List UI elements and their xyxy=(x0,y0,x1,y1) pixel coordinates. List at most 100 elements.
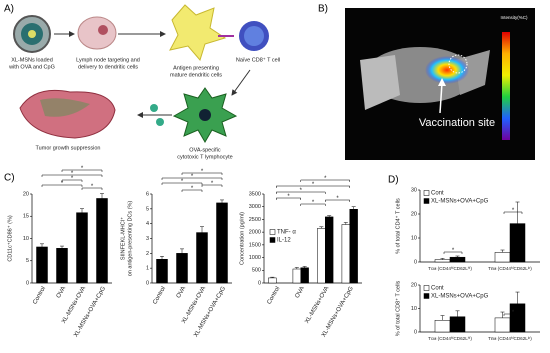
bar xyxy=(325,216,334,284)
significance-label: * xyxy=(512,310,515,316)
y-tick-label: 500 xyxy=(252,268,261,274)
significance-bracket xyxy=(300,179,350,182)
panel-label: D) xyxy=(388,175,399,186)
caption: Naïve CD8⁺ T cell xyxy=(236,56,280,63)
y-axis-label: % of total CD8⁺ T cells xyxy=(394,280,401,336)
bar xyxy=(449,256,466,263)
error-bar xyxy=(160,256,164,260)
bar xyxy=(494,252,511,263)
significance-label: * xyxy=(336,196,339,202)
y-tick-label: 3 xyxy=(146,236,149,242)
legend-label: TNF- α xyxy=(277,230,296,236)
x-tick-label: Tᴇᴍ (CD44ʰⁱCD62Lˡᵒ) xyxy=(488,335,532,341)
imaging xyxy=(345,8,535,160)
x-tick-label: OVA xyxy=(295,286,306,300)
x-tick-label: Control xyxy=(32,286,47,306)
significance-bracket xyxy=(201,184,223,187)
significance-bracket xyxy=(276,197,301,200)
bar xyxy=(292,268,302,284)
significance-label: * xyxy=(71,176,74,182)
illustration xyxy=(13,4,269,143)
significance-label: * xyxy=(61,181,64,187)
significance-label: * xyxy=(191,186,194,192)
bar xyxy=(56,248,68,284)
x-tick-label: Control xyxy=(152,286,167,306)
significance-label: * xyxy=(191,174,194,180)
significance-label: * xyxy=(312,182,315,188)
error-bar xyxy=(343,222,348,225)
significance-label: * xyxy=(324,176,327,182)
x-tick-label: Tᴄᴍ (CD44ʰⁱCD62Lʰⁱ) xyxy=(428,265,472,271)
caption: Tumor growth suppression xyxy=(36,145,101,151)
significance-bracket xyxy=(443,251,463,254)
y-tick-label: 1 xyxy=(146,266,149,272)
legend-swatch xyxy=(423,198,430,204)
significance-bracket xyxy=(61,179,83,182)
y-axis-label: on antigen-presenting DCs (%) xyxy=(127,201,133,277)
bar xyxy=(36,246,48,284)
bar xyxy=(196,232,208,284)
panel-label: A) xyxy=(4,4,14,15)
significance-label: * xyxy=(287,194,290,200)
legend-swatch xyxy=(423,190,430,196)
bar xyxy=(96,198,108,284)
y-tick-label: 0 xyxy=(26,280,29,286)
y-tick-label: 0 xyxy=(414,329,417,335)
x-tick-label: OVA xyxy=(56,286,67,300)
bar xyxy=(494,317,511,333)
significance-bracket xyxy=(181,189,203,192)
significance-label: * xyxy=(512,208,515,214)
caption: Antigen presenting xyxy=(173,65,219,71)
bar xyxy=(300,267,309,284)
caption: OVA-specific xyxy=(189,147,221,153)
y-tick-label: 0 xyxy=(258,280,261,286)
error-bar xyxy=(440,258,445,260)
significance-label: * xyxy=(211,181,214,187)
legend-swatch xyxy=(269,229,276,235)
y-tick-label: 5 xyxy=(26,258,29,264)
bar xyxy=(156,259,168,284)
panel-label: C) xyxy=(4,173,15,184)
error-bar xyxy=(60,245,64,249)
bar xyxy=(216,202,228,284)
y-tick-label: 4 xyxy=(146,221,149,227)
legend-label: Cont xyxy=(431,286,444,292)
legend-label: XL-MSNs+OVA+CpG xyxy=(431,199,489,205)
y-tick-label: 2500 xyxy=(249,217,261,223)
significance-bracket xyxy=(276,185,350,188)
significance-bracket xyxy=(503,313,523,316)
error-bar xyxy=(100,193,104,199)
significance-label: * xyxy=(300,188,303,194)
y-tick-label: 10 xyxy=(411,306,417,312)
legend-label: XL-MSNs+OVA+CpG xyxy=(431,294,489,300)
error-bar xyxy=(294,267,299,270)
significance-bracket xyxy=(181,172,223,175)
y-axis-label: Concentration (pg/ml) xyxy=(239,212,245,265)
error-bar xyxy=(440,315,445,321)
significance-bracket xyxy=(276,191,326,194)
significance-bracket xyxy=(325,199,350,202)
error-bar xyxy=(302,266,307,268)
significance-bracket xyxy=(300,203,326,206)
error-bar xyxy=(455,310,460,317)
error-bar xyxy=(515,201,520,224)
y-tick-label: 0 xyxy=(146,280,149,286)
significance-label: * xyxy=(91,184,94,190)
error-bar xyxy=(40,243,44,247)
bar xyxy=(268,277,277,284)
error-bar xyxy=(180,248,184,254)
caption: XL-MSNs loaded xyxy=(11,57,53,63)
caption: with OVA and CpG xyxy=(8,64,55,70)
significance-bracket xyxy=(81,187,103,190)
y-tick-label: 3000 xyxy=(249,204,261,210)
y-tick-label: 10 xyxy=(411,235,417,241)
bar xyxy=(434,259,451,263)
bar xyxy=(176,253,188,284)
significance-label: * xyxy=(312,200,315,206)
significance-bracket xyxy=(503,211,523,214)
y-tick-label: 5 xyxy=(146,206,149,212)
significance-bracket xyxy=(61,169,103,172)
y-axis-label: % of total CD4⁺ T cells xyxy=(394,198,401,254)
